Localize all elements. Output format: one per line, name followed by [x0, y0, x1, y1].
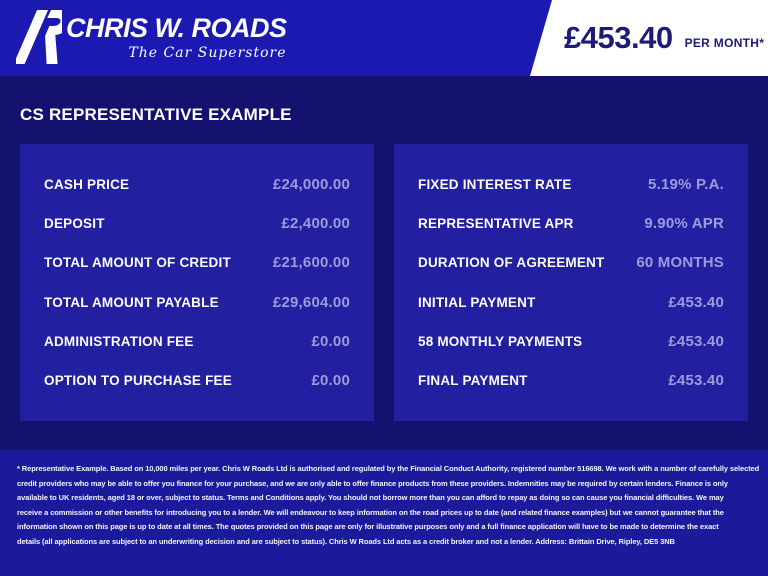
- main-content: CS REPRESENTATIVE EXAMPLE CASH PRICE £24…: [0, 76, 768, 450]
- brand-name: CHRIS W. ROADS: [66, 13, 287, 43]
- finance-row-initial-payment: INITIAL PAYMENT £453.40: [418, 294, 724, 311]
- row-value: £24,000.00: [272, 176, 350, 194]
- row-label: FINAL PAYMENT: [418, 372, 528, 388]
- finance-row-monthly-payments: 58 MONTHLY PAYMENTS £453.40: [418, 333, 724, 350]
- legal-line: information shown on this page is up to …: [17, 522, 719, 532]
- row-label: TOTAL AMOUNT OF CREDIT: [44, 255, 231, 271]
- finance-row-duration: DURATION OF AGREEMENT 60 MONTHS: [418, 254, 724, 271]
- r-monogram-icon: [16, 10, 62, 64]
- row-value: £0.00: [311, 332, 350, 350]
- row-label: DEPOSIT: [44, 216, 105, 232]
- finance-panel-left: CASH PRICE £24,000.00 DEPOSIT £2,400.00 …: [20, 144, 374, 421]
- brand-tagline: The Car Superstore: [128, 45, 287, 61]
- brand-text: CHRIS W. ROADS The Car Superstore: [66, 6, 287, 61]
- legal-line: details (all applications are subject to…: [17, 536, 675, 546]
- header: CHRIS W. ROADS The Car Superstore £453.4…: [0, 0, 768, 76]
- legal-line: * Representative Example. Based on 10,00…: [17, 464, 760, 473]
- row-value: £0.00: [311, 371, 350, 389]
- finance-row-admin-fee: ADMINISTRATION FEE £0.00: [44, 333, 350, 350]
- monthly-price-flag: £453.40 PER MONTH*: [530, 0, 768, 76]
- monthly-price-amount: £453.40: [564, 20, 673, 55]
- finance-row-total-payable: TOTAL AMOUNT PAYABLE £29,604.00: [44, 294, 350, 311]
- row-value: £2,400.00: [281, 215, 350, 233]
- finance-row-deposit: DEPOSIT £2,400.00: [44, 215, 350, 232]
- legal-line: receive a commission or other benefits f…: [17, 507, 724, 517]
- row-label: ADMINISTRATION FEE: [44, 333, 194, 349]
- row-label: CASH PRICE: [44, 177, 130, 193]
- brand-logo: CHRIS W. ROADS The Car Superstore: [16, 6, 287, 68]
- legal-line: available to UK residents, aged 18 or ov…: [17, 493, 724, 503]
- finance-row-total-credit: TOTAL AMOUNT OF CREDIT £21,600.00: [44, 254, 350, 271]
- row-label: FIXED INTEREST RATE: [418, 177, 572, 193]
- finance-row-interest-rate: FIXED INTEREST RATE 5.19% P.A.: [418, 176, 724, 193]
- finance-panel-right: FIXED INTEREST RATE 5.19% P.A. REPRESENT…: [394, 144, 748, 421]
- row-value: 9.90% APR: [644, 215, 724, 233]
- finance-row-cash-price: CASH PRICE £24,000.00: [44, 176, 350, 193]
- row-label: 58 MONTHLY PAYMENTS: [418, 333, 583, 349]
- row-value: £453.40: [668, 293, 724, 311]
- row-value: £29,604.00: [272, 293, 350, 311]
- row-label: INITIAL PAYMENT: [418, 294, 536, 310]
- row-value: 60 MONTHS: [636, 254, 724, 272]
- page-title: CS REPRESENTATIVE EXAMPLE: [20, 105, 292, 124]
- finance-row-apr: REPRESENTATIVE APR 9.90% APR: [418, 215, 724, 232]
- finance-panels: CASH PRICE £24,000.00 DEPOSIT £2,400.00 …: [20, 144, 748, 421]
- finance-row-final-payment: FINAL PAYMENT £453.40: [418, 372, 724, 389]
- legal-text: * Representative Example. Based on 10,00…: [0, 450, 768, 550]
- finance-row-purchase-fee: OPTION TO PURCHASE FEE £0.00: [44, 372, 350, 389]
- legal-line: credit providers who may be able to offe…: [17, 478, 728, 488]
- row-value: £453.40: [668, 332, 724, 350]
- row-value: £453.40: [668, 371, 724, 389]
- row-label: REPRESENTATIVE APR: [418, 216, 574, 232]
- legal-footer: * Representative Example. Based on 10,00…: [0, 450, 768, 576]
- row-label: TOTAL AMOUNT PAYABLE: [44, 294, 219, 310]
- row-value: £21,600.00: [272, 254, 350, 272]
- row-label: OPTION TO PURCHASE FEE: [44, 372, 232, 388]
- row-label: DURATION OF AGREEMENT: [418, 255, 605, 271]
- monthly-price-suffix: PER MONTH*: [684, 35, 765, 50]
- row-value: 5.19% P.A.: [648, 176, 724, 194]
